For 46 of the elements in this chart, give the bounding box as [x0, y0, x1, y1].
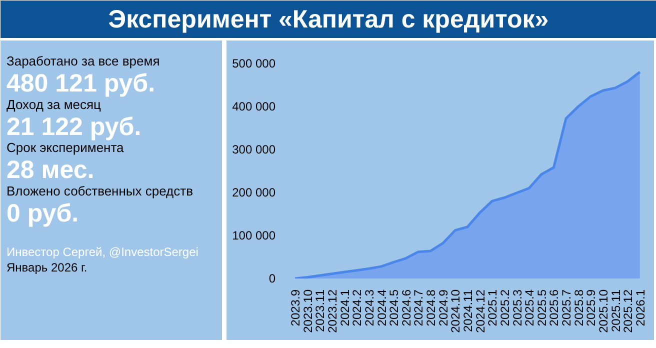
- x-tick-label: 2025.5: [534, 289, 549, 326]
- x-tick-label: 2025.2: [498, 289, 512, 326]
- x-tick-label: 2024.4: [374, 289, 389, 326]
- y-tick-label: 500 000: [232, 56, 276, 70]
- text: 21 122 руб.: [6, 112, 142, 141]
- x-tick-label: 2024.10: [448, 289, 463, 333]
- text: 28 мес.: [6, 156, 94, 184]
- text: Вложено собственных средств: [6, 184, 194, 198]
- text: Январь 2026 г.: [6, 260, 88, 274]
- x-tick-label: 2025.12: [621, 289, 636, 333]
- x-tick-label: 2024.5: [387, 289, 402, 326]
- y-tick-label: 400 000: [232, 99, 276, 114]
- x-tick-label: 2024.12: [473, 289, 488, 333]
- x-tick-label: 2025.1: [486, 289, 500, 326]
- x-tick-label: 2025.7: [560, 289, 574, 326]
- x-tick-label: 2025.10: [596, 289, 610, 333]
- text: Срок эксперимента: [6, 140, 125, 156]
- x-tick-label: 2024.1: [338, 289, 352, 326]
- text: Эксперимент «Капитал с кредиток»: [108, 6, 549, 34]
- x-tick-label: 2025.11: [608, 289, 623, 332]
- x-tick-label: 2024.2: [350, 289, 364, 326]
- x-tick-label: 2024.8: [424, 289, 438, 326]
- x-tick-label: 2025.4: [522, 289, 537, 326]
- x-tick-label: 2026.1: [633, 289, 648, 326]
- x-tick-label: 2025.6: [547, 289, 562, 326]
- x-tick-label: 2023.11: [313, 289, 328, 332]
- x-tick-label: 2024.6: [399, 289, 414, 326]
- x-tick-label: 2023.10: [300, 289, 315, 333]
- text: 0 руб.: [6, 199, 79, 228]
- x-tick-label: 2025.9: [584, 289, 598, 326]
- y-tick-label: 300 000: [232, 142, 276, 156]
- x-tick-label: 2025.8: [572, 289, 586, 326]
- x-tick-label: 2024.7: [412, 289, 426, 326]
- text: Доход за месяц: [6, 96, 102, 112]
- y-tick-label: 200 000: [232, 185, 276, 200]
- x-tick-label: 2023.9: [288, 289, 303, 326]
- x-tick-label: 2023.12: [326, 289, 340, 333]
- text: Заработано за все время: [6, 54, 160, 69]
- x-tick-label: 2024.3: [362, 289, 376, 326]
- x-tick-label: 2024.9: [436, 289, 450, 326]
- y-tick-label: 100 000: [232, 228, 276, 242]
- y-tick-label: 0: [268, 272, 276, 286]
- x-tick-label: 2025.3: [510, 289, 524, 326]
- text: Инвестор Сергей, @InvestorSergei: [6, 245, 198, 260]
- x-tick-label: 2024.11: [461, 289, 475, 332]
- text: 480 121 руб.: [6, 70, 156, 98]
